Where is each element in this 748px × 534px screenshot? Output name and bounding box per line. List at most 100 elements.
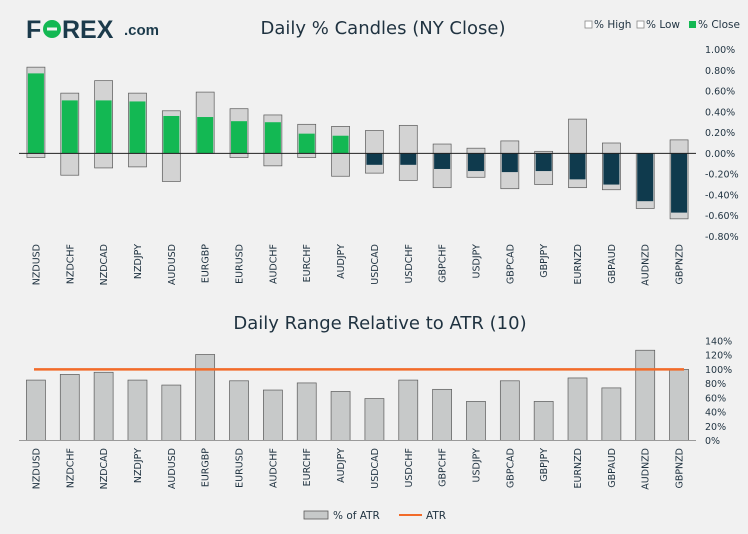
- low-range-eurusd: [229, 153, 249, 158]
- candles-x-label-usdjpy: USDJPY: [471, 244, 482, 279]
- atr-bar-gbpnzd: [669, 369, 689, 441]
- candles-x-label-nzdcad: NZDCAD: [99, 244, 110, 285]
- close-bar-audchf: [264, 122, 281, 154]
- atr-y-tick-label: 60%: [705, 393, 726, 404]
- candles-y-tick-label: 0.60%: [705, 87, 735, 98]
- logo-text-f: F: [26, 16, 41, 44]
- svg-text:F: F: [26, 16, 41, 44]
- atr-x-label-gbpaud: GBPAUD: [607, 448, 618, 488]
- candles-x-label-eurusd: EURUSD: [235, 244, 246, 284]
- close-bar-audnzd: [637, 153, 654, 202]
- legend-close-swatch: [689, 21, 696, 28]
- legend-pct-atr-label: % of ATR: [333, 510, 380, 522]
- atr-bar-gbpjpy: [533, 401, 554, 441]
- candles-y-tick-label: 0.40%: [705, 107, 735, 118]
- atr-x-label-gbpjpy: GBPJPY: [539, 448, 550, 482]
- low-range-audchf: [263, 153, 283, 167]
- atr-x-label-nzdchf: NZDCHF: [65, 448, 76, 488]
- atr-bar-gbpcad: [499, 380, 520, 441]
- atr-bar-eurnzd: [567, 377, 588, 441]
- candles-chart-title: Daily % Candles (NY Close): [261, 18, 506, 39]
- low-range-nzdjpy: [128, 153, 147, 168]
- high-range-usdcad: [365, 130, 384, 154]
- high-range-gbpnzd: [669, 139, 689, 154]
- forex-logo[interactable]: F REX .com: [26, 16, 159, 44]
- high-range-gbpaud: [602, 142, 621, 154]
- legend-high-swatch: [584, 20, 593, 29]
- atr-x-label-usdcad: USDCAD: [370, 448, 381, 489]
- close-bar-gbpcad: [501, 153, 518, 173]
- candles-x-label-gbpchf: GBPCHF: [438, 244, 449, 283]
- atr-bar-eurgbp: [195, 354, 216, 441]
- legend-close-label: % Close: [698, 19, 740, 31]
- candles-x-label-audchf: AUDCHF: [268, 244, 279, 284]
- high-range-eurnzd: [568, 118, 587, 154]
- candles-y-tick-label: 1.00%: [705, 45, 735, 56]
- candles-x-label-gbpjpy: GBPJPY: [539, 244, 550, 278]
- high-range-gbpcad: [500, 140, 520, 154]
- close-bar-nzdusd: [27, 73, 44, 154]
- close-bar-nzdcad: [95, 100, 112, 154]
- legend-pct-atr-swatch: [303, 510, 329, 520]
- atr-y-tick-label: 80%: [705, 379, 726, 390]
- high-range-usdchf: [398, 124, 418, 154]
- candles-x-label-eurnzd: EURNZD: [573, 244, 584, 285]
- low-range-eurchf: [297, 153, 317, 158]
- atr-x-label-nzdcad: NZDCAD: [99, 448, 110, 489]
- candles-y-tick-label: -0.80%: [705, 232, 739, 243]
- legend-atr-label: ATR: [426, 510, 446, 522]
- close-bar-gbpchf: [434, 153, 451, 169]
- close-bar-gbpjpy: [535, 153, 552, 172]
- close-bar-gbpaud: [603, 153, 620, 185]
- close-bar-eurnzd: [569, 153, 586, 180]
- atr-plot: [26, 349, 689, 441]
- candles-x-label-eurchf: EURCHF: [302, 244, 313, 282]
- candles-y-tick-label: -0.60%: [705, 211, 739, 222]
- close-bar-usdchf: [400, 153, 417, 165]
- low-range-nzdcad: [94, 153, 113, 169]
- atr-x-label-eurusd: EURUSD: [235, 448, 246, 488]
- candles-y-axis: 1.00% 0.80% 0.60% 0.40% 0.20% 0.00% -0.20% -0.4…: [705, 45, 739, 243]
- atr-x-label-nzdusd: NZDUSD: [31, 448, 42, 489]
- low-range-audjpy: [331, 153, 350, 177]
- candles-y-tick-label: 0.80%: [705, 66, 735, 77]
- svg-text:.com: .com: [124, 22, 159, 39]
- atr-y-tick-label: 100%: [705, 365, 732, 376]
- close-bar-usdcad: [366, 153, 383, 165]
- candles-x-label-nzdchf: NZDCHF: [65, 244, 76, 284]
- atr-bar-eurusd: [229, 380, 249, 441]
- candles-legend: % High % Low % Close: [584, 19, 740, 31]
- close-bar-gbpnzd: [671, 153, 688, 213]
- atr-x-label-usdchf: USDCHF: [404, 448, 415, 488]
- atr-bar-gbpchf: [432, 388, 452, 441]
- atr-y-tick-label: 120%: [705, 351, 732, 362]
- candles-x-label-nzdjpy: NZDJPY: [133, 244, 144, 279]
- atr-bar-usdjpy: [466, 401, 486, 441]
- close-bar-eurchf: [298, 133, 315, 154]
- candles-plot: [26, 66, 689, 220]
- atr-x-label-usdjpy: USDJPY: [471, 448, 482, 483]
- low-range-nzdusd: [26, 153, 46, 158]
- atr-chart-title: Daily Range Relative to ATR (10): [233, 313, 526, 334]
- close-bar-eurusd: [231, 121, 248, 154]
- atr-bar-gbpaud: [601, 387, 622, 441]
- atr-x-axis: NZDUSD NZDCHF NZDCAD NZDJPY AUDUSD EURGBP EURU…: [31, 448, 685, 490]
- candles-x-axis: NZDUSD NZDCHF NZDCAD NZDJPY AUDUSD EURGBP EURU…: [31, 244, 685, 286]
- candles-x-label-usdchf: USDCHF: [404, 244, 415, 284]
- candles-x-label-usdcad: USDCAD: [370, 244, 381, 285]
- close-bar-eurgbp: [197, 117, 214, 154]
- atr-x-label-audjpy: AUDJPY: [336, 448, 347, 483]
- high-range-gbpchf: [432, 143, 452, 154]
- atr-legend: % of ATR ATR: [303, 510, 446, 522]
- candles-x-label-eurgbp: EURGBP: [201, 244, 212, 283]
- close-bar-audjpy: [332, 135, 349, 154]
- atr-x-label-gbpnzd: GBPNZD: [675, 448, 686, 489]
- atr-x-label-eurchf: EURCHF: [302, 448, 313, 486]
- low-range-nzdchf: [60, 153, 80, 176]
- high-range-usdjpy: [466, 147, 486, 154]
- candles-x-label-gbpaud: GBPAUD: [607, 244, 618, 284]
- candles-x-label-audnzd: AUDNZD: [641, 244, 652, 286]
- atr-bar-audjpy: [330, 391, 351, 441]
- candles-y-tick-label: -0.20%: [705, 170, 739, 181]
